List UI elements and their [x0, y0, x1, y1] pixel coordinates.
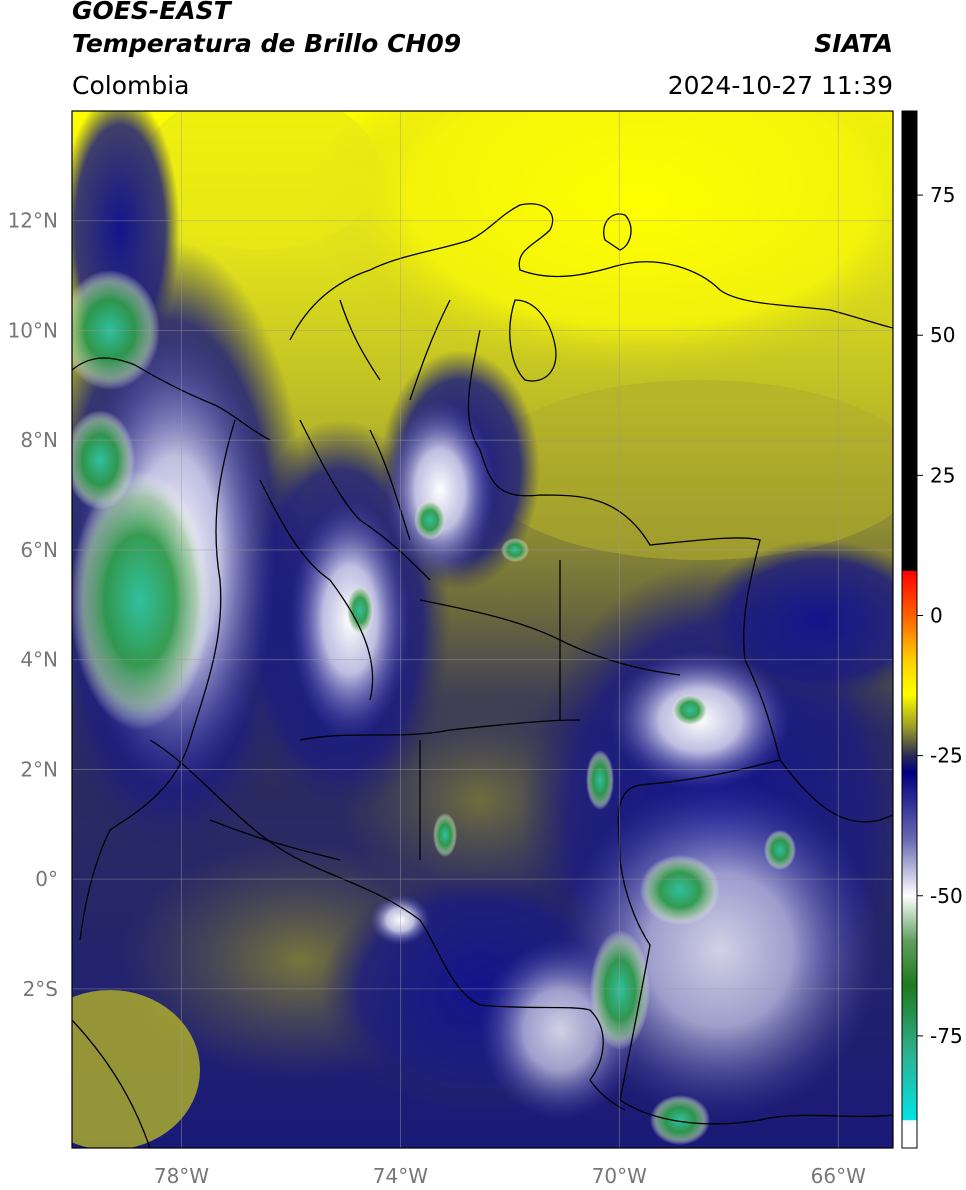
colorbar-tick-label: 25 — [930, 463, 955, 487]
latitude-labels: 12°N 10°N 8°N 6°N 4°N 2°N 0° 2°S — [8, 209, 58, 1001]
satellite-title: GOES-EAST — [72, 0, 231, 25]
region-label: Colombia — [72, 71, 190, 100]
lat-tick-label: 0° — [35, 867, 58, 891]
lat-tick-label: 6°N — [20, 538, 58, 562]
colorbar-tick-label: -50 — [930, 884, 963, 908]
colorbar-ticks: 75 50 25 0 -25 -50 -75 — [917, 183, 963, 1048]
colorbar-tick-label: 50 — [930, 323, 955, 347]
lat-tick-label: 12°N — [8, 209, 58, 233]
coastlines-borders — [72, 203, 893, 1148]
colorbar-tick-label: -25 — [930, 744, 963, 768]
lon-tick-label: 78°W — [154, 1164, 209, 1188]
colorbar-tick-label: -75 — [930, 1024, 963, 1048]
gridlines — [72, 111, 893, 1148]
colorbar-frame — [901, 110, 918, 1149]
lon-tick-label: 70°W — [592, 1164, 647, 1188]
lat-tick-label: 10°N — [8, 318, 58, 342]
lat-tick-label: 4°N — [20, 648, 58, 672]
colorbar: 75 50 25 0 -25 -50 -75 — [901, 110, 963, 1149]
colorbar-gradient — [902, 111, 917, 1148]
source-label: SIATA — [814, 29, 893, 58]
lat-tick-label: 8°N — [20, 428, 58, 452]
colorbar-tick-label: 75 — [930, 183, 955, 207]
map-frame — [71, 110, 894, 1149]
product-title: Temperatura de Brillo CH09 — [72, 29, 462, 58]
lat-tick-label: 2°N — [20, 757, 58, 781]
lon-tick-label: 74°W — [373, 1164, 428, 1188]
longitude-labels: 78°W 74°W 70°W 66°W — [154, 1164, 866, 1188]
datetime-label: 2024-10-27 11:39 — [667, 71, 893, 100]
colorbar-tick-label: 0 — [930, 603, 943, 627]
lon-tick-label: 66°W — [811, 1164, 866, 1188]
brightness-temperature-field — [72, 111, 893, 1148]
lat-tick-label: 2°S — [23, 977, 58, 1001]
